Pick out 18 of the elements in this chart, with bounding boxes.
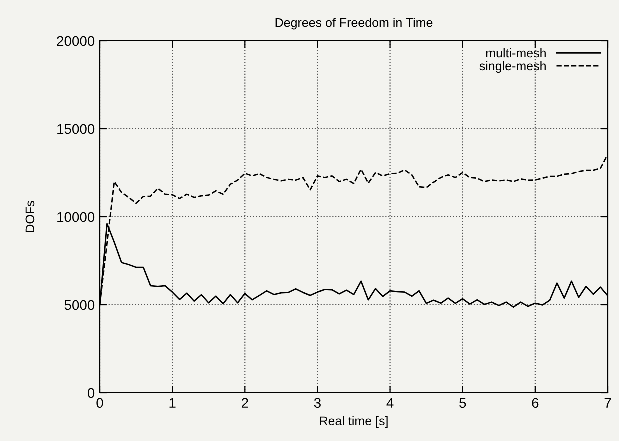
- x-tick-label: 3: [314, 398, 321, 408]
- x-tick-label: 1: [170, 398, 176, 408]
- legend-label: multi-mesh: [486, 48, 546, 58]
- x-axis-title: Real time [s]: [320, 416, 388, 428]
- x-tick-label: 4: [386, 398, 394, 408]
- y-tick-label: 10000: [58, 212, 95, 222]
- x-tick-label: 6: [532, 398, 539, 408]
- x-tick-label: 2: [242, 398, 248, 408]
- legend-label: single-mesh: [480, 61, 546, 74]
- x-tick-label: 7: [604, 398, 612, 408]
- y-tick-label: 20000: [57, 36, 95, 46]
- y-tick-label: 0: [88, 388, 95, 398]
- y-tick-label: 5000: [64, 300, 95, 310]
- y-axis-title: DOFs: [26, 201, 35, 232]
- chart-title: Degrees of Freedom in Time: [276, 18, 433, 30]
- y-tick-label: 15000: [58, 124, 95, 134]
- x-tick-label: 0: [96, 398, 104, 408]
- x-tick-label: 5: [460, 398, 466, 408]
